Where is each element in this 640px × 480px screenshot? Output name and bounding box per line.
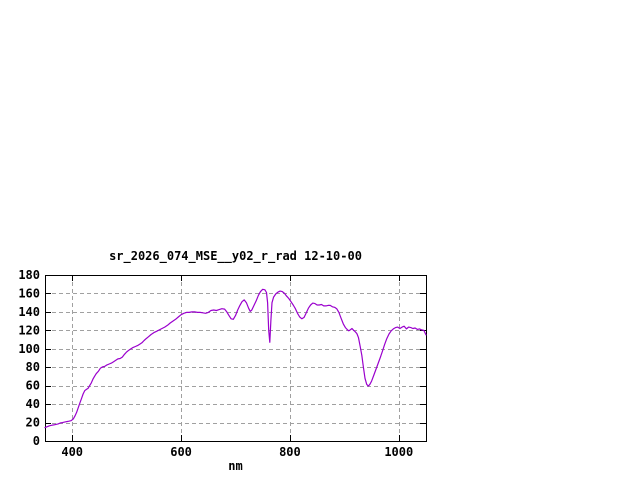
x-tick-label: 800 bbox=[279, 445, 301, 459]
y-tick-label: 80 bbox=[26, 360, 40, 374]
x-tick-label: 400 bbox=[61, 445, 83, 459]
plot-frame bbox=[45, 275, 427, 442]
x-tick-label: 1000 bbox=[384, 445, 413, 459]
y-tick-label: 60 bbox=[26, 379, 40, 393]
y-tick-label: 120 bbox=[18, 323, 40, 337]
x-tick-label: 600 bbox=[170, 445, 192, 459]
y-tick-label: 140 bbox=[18, 305, 40, 319]
y-tick-label: 0 bbox=[33, 434, 40, 448]
spectrum-curve bbox=[44, 288, 427, 429]
y-tick-label: 40 bbox=[26, 397, 40, 411]
y-tick-label: 180 bbox=[18, 268, 40, 282]
y-tick-label: 160 bbox=[18, 286, 40, 300]
y-tick-label: 100 bbox=[18, 342, 40, 356]
y-tick-label: 20 bbox=[26, 416, 40, 430]
gridlines bbox=[45, 275, 426, 441]
tick-labels: 0 20 40 60 80 100 120 140 160 180 400 600 800 1000 bbox=[18, 268, 413, 459]
chart-title: sr_2026_074_MSE__y02_r_rad 12-10-00 bbox=[109, 249, 362, 263]
x-axis-label: nm bbox=[228, 459, 243, 473]
